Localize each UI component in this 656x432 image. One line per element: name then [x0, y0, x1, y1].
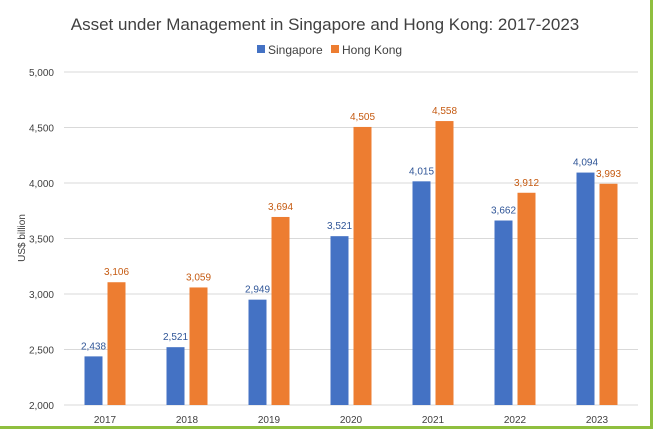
y-axis-label: US$ billion	[17, 214, 28, 262]
bar-hong-kong-2020	[353, 126, 372, 405]
y-tick-label: 5,000	[29, 68, 54, 79]
bar-hong-kong-2019	[271, 216, 290, 405]
y-tick-label: 4,500	[29, 124, 54, 135]
bar-singapore-2019	[248, 299, 267, 405]
legend-label-singapore: Singapore	[268, 43, 323, 57]
bars	[84, 121, 618, 405]
data-label-hong-kong-2020: 4,505	[350, 112, 375, 123]
y-tick-label: 2,000	[29, 401, 54, 412]
data-label-singapore-2020: 3,521	[327, 221, 352, 232]
chart-title: Asset under Management in Singapore and …	[71, 15, 579, 34]
bar-singapore-2023	[576, 172, 595, 405]
bar-singapore-2020	[330, 236, 349, 405]
data-labels: 2,438 3,106 2,521 3,059 2,949 3,694 3,521 4,505…	[81, 106, 621, 352]
data-label-hong-kong-2019: 3,694	[268, 202, 293, 213]
x-tick-label: 2022	[504, 415, 527, 426]
data-label-singapore-2023: 4,094	[573, 158, 598, 169]
x-tick-label: 2019	[258, 415, 281, 426]
x-tick-label: 2020	[340, 415, 363, 426]
data-label-hong-kong-2023: 3,993	[596, 169, 621, 180]
bar-singapore-2021	[412, 181, 431, 405]
y-tick-label: 3,500	[29, 235, 54, 246]
legend: Singapore Hong Kong	[257, 43, 402, 57]
data-label-singapore-2021: 4,015	[409, 166, 434, 177]
x-tick-label: 2021	[422, 415, 445, 426]
bar-singapore-2018	[166, 347, 185, 405]
bar-hong-kong-2017	[107, 282, 126, 405]
bar-singapore-2022	[494, 220, 513, 405]
x-tick-label: 2017	[94, 415, 117, 426]
legend-label-hong-kong: Hong Kong	[342, 43, 402, 57]
data-label-singapore-2018: 2,521	[163, 332, 188, 343]
y-tick-label: 2,500	[29, 346, 54, 357]
data-label-singapore-2019: 2,949	[245, 285, 270, 296]
bar-singapore-2017	[84, 356, 103, 405]
x-tick-label: 2018	[176, 415, 199, 426]
y-tick-label: 3,000	[29, 290, 54, 301]
legend-swatch-singapore	[257, 45, 265, 53]
data-label-hong-kong-2021: 4,558	[432, 106, 457, 117]
y-axis-ticks: 2,000 2,500 3,000 3,500 4,000 4,500 5,000	[29, 68, 54, 412]
data-label-hong-kong-2018: 3,059	[186, 272, 211, 283]
bar-hong-kong-2018	[189, 287, 208, 405]
y-tick-label: 4,000	[29, 179, 54, 190]
data-label-singapore-2017: 2,438	[81, 341, 106, 352]
gridlines	[64, 71, 638, 406]
bar-hong-kong-2021	[435, 121, 454, 405]
x-tick-label: 2023	[586, 415, 609, 426]
data-label-hong-kong-2022: 3,912	[514, 178, 539, 189]
x-axis-ticks: 2017 2018 2019 2020 2021 2022 2023	[94, 415, 609, 426]
bar-hong-kong-2023	[599, 183, 618, 405]
data-label-singapore-2022: 3,662	[491, 206, 516, 217]
legend-swatch-hong-kong	[331, 45, 339, 53]
bar-hong-kong-2022	[517, 192, 536, 405]
data-label-hong-kong-2017: 3,106	[104, 267, 129, 278]
